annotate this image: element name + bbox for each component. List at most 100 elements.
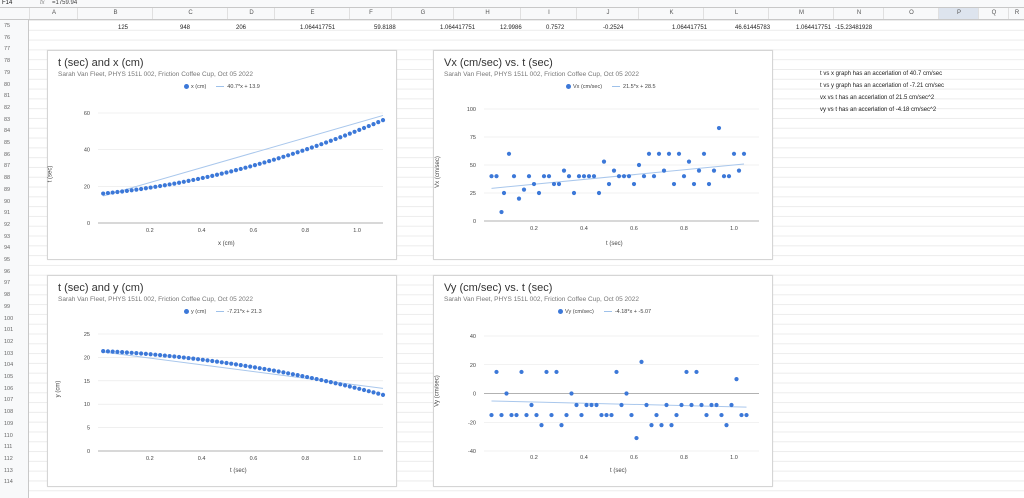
row-header[interactable]: 77: [4, 46, 11, 53]
row-header[interactable]: 92: [4, 221, 11, 228]
column-header[interactable]: C: [152, 8, 228, 19]
row-header[interactable]: 101: [4, 327, 14, 334]
row-header[interactable]: 78: [4, 58, 11, 65]
column-header[interactable]: L: [703, 8, 769, 19]
column-header[interactable]: R: [1008, 8, 1024, 19]
row-header[interactable]: 83: [4, 116, 11, 123]
cell-value[interactable]: 12.9986: [500, 25, 522, 31]
column-header[interactable]: Q: [978, 8, 1009, 19]
cell-value[interactable]: 59.8188: [374, 25, 396, 31]
row-header[interactable]: 105: [4, 374, 14, 380]
column-header[interactable]: F: [349, 8, 392, 19]
row-header[interactable]: 103: [4, 350, 14, 357]
row-header[interactable]: 89: [4, 186, 11, 193]
row-header[interactable]: 82: [4, 104, 11, 111]
row-header[interactable]: 113: [4, 467, 13, 474]
row-header[interactable]: 100: [4, 315, 14, 322]
row-header[interactable]: 99: [4, 303, 11, 310]
note-line[interactable]: t vs x graph has an accerlation of 40.7 …: [820, 71, 943, 77]
column-header[interactable]: A: [29, 8, 78, 19]
data-point: [621, 174, 627, 179]
row-header[interactable]: 102: [4, 338, 14, 345]
data-point: [606, 181, 612, 187]
cell-value[interactable]: 46.61445783: [735, 25, 771, 31]
row-header[interactable]: 75: [4, 23, 11, 29]
row-header[interactable]: 79: [4, 69, 11, 76]
column-header[interactable]: K: [638, 8, 704, 19]
note-line[interactable]: t vs y graph has an accerlation of -7.21…: [820, 83, 945, 89]
row-header[interactable]: 106: [4, 385, 14, 392]
cell-value[interactable]: 1.064417751: [672, 25, 708, 31]
row-header[interactable]: 88: [4, 175, 11, 182]
y-tick-label: 5: [87, 426, 90, 432]
chart-vy-vs-t[interactable]: Vy (cm/sec) vs. t (sec) Sarah Van Fleet,…: [433, 275, 773, 487]
data-point: [352, 129, 357, 134]
cell-value[interactable]: -15.23481928: [835, 25, 873, 31]
column-header[interactable]: D: [227, 8, 275, 19]
row-header[interactable]: 80: [4, 81, 11, 88]
cell-value[interactable]: 948: [180, 25, 191, 31]
chart-vx-vs-t[interactable]: Vx (cm/sec) vs. t (sec) Sarah Van Fleet,…: [433, 50, 773, 260]
column-header[interactable]: P: [938, 8, 979, 19]
row-header[interactable]: 93: [4, 233, 11, 240]
row-header[interactable]: 90: [4, 198, 11, 205]
column-header[interactable]: G: [391, 8, 454, 19]
note-line[interactable]: vx vs t has an accerlation of 21.5 cm/se…: [820, 95, 935, 101]
cell-value[interactable]: 206: [236, 25, 247, 31]
data-point: [238, 363, 243, 368]
cell-value[interactable]: 125: [118, 25, 129, 31]
row-header[interactable]: 111: [4, 444, 13, 451]
data-point: [124, 350, 129, 355]
data-point: [233, 362, 239, 367]
x-tick-label: 1.0: [353, 456, 361, 462]
data-point: [579, 412, 584, 418]
cell-value[interactable]: 1.064417751: [440, 25, 476, 31]
row-header[interactable]: 109: [4, 420, 14, 427]
row-header[interactable]: 110: [4, 432, 13, 439]
row-header[interactable]: 91: [4, 210, 11, 217]
row-header[interactable]: 76: [4, 34, 11, 41]
cell-reference[interactable]: F14: [2, 0, 13, 6]
cell-value[interactable]: 1.064417751: [796, 25, 832, 31]
formula-input[interactable]: =1759.94: [52, 0, 78, 6]
cell-value[interactable]: 0.7572: [546, 25, 565, 31]
row-header[interactable]: 94: [4, 245, 11, 252]
column-header[interactable]: M: [768, 8, 834, 19]
formula-bar[interactable]: F14 fx =1759.94: [0, 0, 1024, 8]
column-header[interactable]: H: [453, 8, 521, 19]
column-header[interactable]: E: [274, 8, 350, 19]
data-point: [656, 151, 662, 156]
row-header[interactable]: 81: [4, 93, 11, 100]
column-header[interactable]: B: [77, 8, 153, 19]
row-header[interactable]: 107: [4, 397, 14, 404]
chart-t-vs-y[interactable]: t (sec) and y (cm) Sarah Van Fleet, PHYS…: [47, 275, 397, 487]
data-point: [309, 145, 314, 150]
row-header[interactable]: 85: [4, 140, 11, 146]
row-header[interactable]: 86: [4, 151, 11, 158]
row-header[interactable]: 108: [4, 409, 14, 416]
row-header[interactable]: 84: [4, 128, 11, 135]
data-point: [129, 188, 134, 193]
column-header[interactable]: J: [576, 8, 639, 19]
column-header[interactable]: O: [883, 8, 939, 19]
chart-t-vs-x[interactable]: t (sec) and x (cm) Sarah Van Fleet, PHYS…: [47, 50, 397, 260]
column-header[interactable]: I: [520, 8, 577, 19]
row-header[interactable]: 87: [4, 163, 11, 170]
row-header[interactable]: 104: [4, 362, 14, 369]
cell-value[interactable]: -0.2524: [603, 25, 624, 31]
data-point: [614, 369, 619, 375]
row-header[interactable]: 112: [4, 455, 13, 462]
row-header[interactable]: 97: [4, 280, 11, 287]
column-header[interactable]: N: [833, 8, 884, 19]
row-header[interactable]: 114: [4, 479, 13, 486]
note-line[interactable]: vy vs t has an accerlation of -4.18 cm/s…: [820, 107, 937, 113]
x-tick-label: 0.8: [680, 226, 688, 232]
data-point: [581, 174, 587, 179]
row-header[interactable]: 98: [4, 292, 11, 299]
data-point: [148, 185, 153, 190]
row-header[interactable]: 95: [4, 257, 11, 263]
x-tick-label: 0.8: [301, 228, 309, 234]
data-point: [494, 369, 499, 375]
cell-value[interactable]: 1.064417751: [300, 25, 336, 31]
row-header[interactable]: 96: [4, 268, 11, 275]
